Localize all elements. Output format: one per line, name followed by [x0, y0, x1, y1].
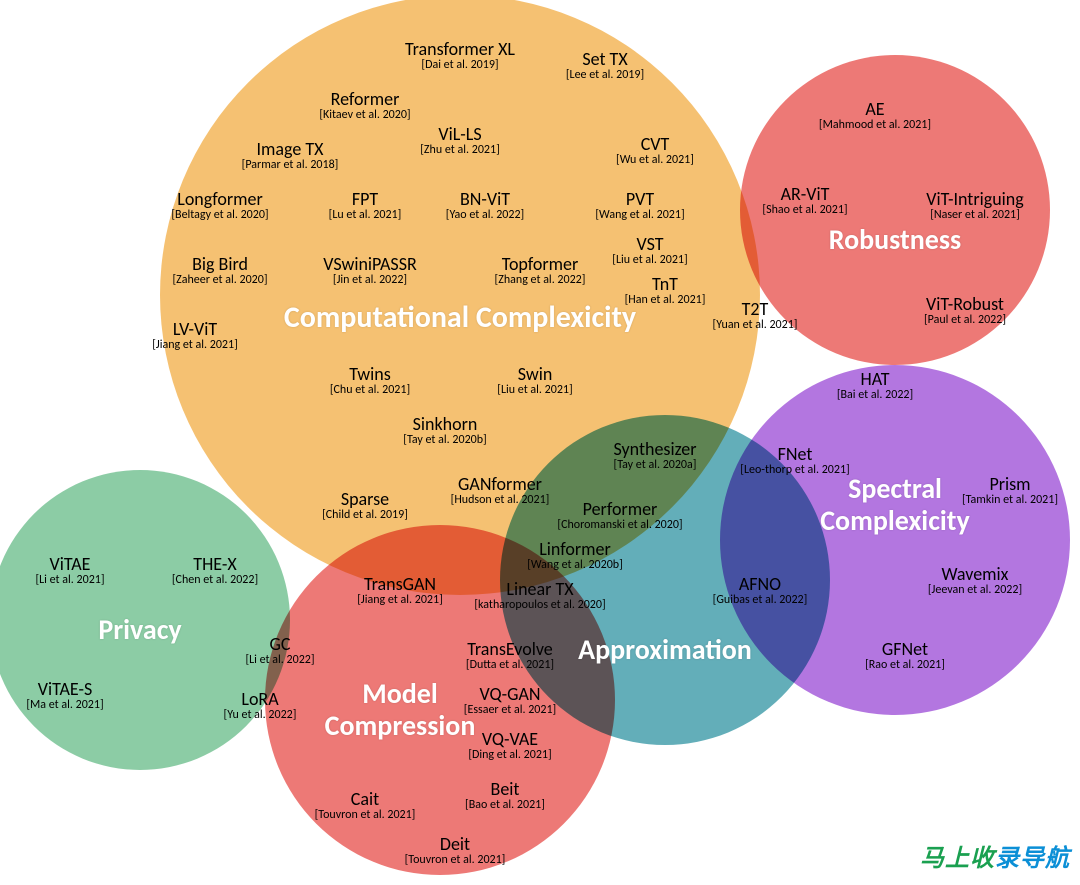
paper-citation: [Yu et al. 2022]	[150, 709, 370, 722]
paper-name: Wavemix	[865, 565, 1080, 584]
paper-item: AFNO[Guibas et al. 2022]	[650, 575, 870, 606]
paper-citation: [Leo-thorp et al. 2021]	[685, 464, 905, 477]
paper-name: GFNet	[795, 640, 1015, 659]
paper-citation: [Jeevan et al. 2022]	[865, 584, 1080, 597]
paper-item: CVT[Wu et al. 2021]	[545, 135, 765, 166]
paper-citation: [Jiang et al. 2021]	[85, 339, 305, 352]
paper-name: CVT	[545, 135, 765, 154]
paper-citation: [Dutta et al. 2021]	[400, 659, 620, 672]
paper-item: ViTAE-S[Ma et al. 2021]	[0, 680, 175, 711]
paper-item: Linformer[Wang et al. 2020b]	[465, 540, 685, 571]
paper-citation: [Tamkin et al. 2021]	[900, 494, 1080, 507]
paper-name: LV-ViT	[85, 320, 305, 339]
paper-name: Image TX	[180, 140, 400, 159]
paper-name: AE	[765, 100, 985, 119]
paper-citation: [Child et al. 2019]	[255, 509, 475, 522]
paper-name: ViT-Intriguing	[865, 190, 1080, 209]
paper-item: ViT-Intriguing[Naser et al. 2021]	[865, 190, 1080, 221]
paper-citation: [Guibas et al. 2022]	[650, 594, 870, 607]
paper-citation: [Ding et al. 2021]	[400, 749, 620, 762]
paper-item: Sinkhorn[Tay et al. 2020b]	[335, 415, 555, 446]
paper-name: Swin	[425, 365, 645, 384]
paper-item: FNet[Leo-thorp et al. 2021]	[685, 445, 905, 476]
paper-name: VQ-VAE	[400, 730, 620, 749]
paper-citation: [Wang et al. 2020b]	[465, 559, 685, 572]
paper-item: Set TX[Lee et al. 2019]	[495, 50, 715, 81]
paper-name: Reformer	[255, 90, 475, 109]
paper-name: Set TX	[495, 50, 715, 69]
paper-citation: [Li et al. 2022]	[170, 654, 390, 667]
paper-name: VST	[540, 235, 760, 254]
paper-item: ViT-Robust[Paul et al. 2022]	[855, 295, 1075, 326]
paper-name: TnT	[555, 275, 775, 294]
paper-item: GC[Li et al. 2022]	[170, 635, 390, 666]
paper-citation: [Parmar et al. 2018]	[180, 159, 400, 172]
paper-item: AE[Mahmood et al. 2021]	[765, 100, 985, 131]
paper-citation: [Tay et al. 2020b]	[335, 434, 555, 447]
paper-name: FNet	[685, 445, 905, 464]
paper-item: Beit[Bao et al. 2021]	[395, 780, 615, 811]
paper-name: T2T	[645, 300, 865, 319]
paper-item: Performer[Choromanski et al. 2020]	[510, 500, 730, 531]
venn-diagram: Computational ComplexicityRobustnessSpec…	[0, 0, 1080, 885]
paper-item: Reformer[Kitaev et al. 2020]	[255, 90, 475, 121]
paper-name: Beit	[395, 780, 615, 799]
paper-citation: [Naser et al. 2021]	[865, 209, 1080, 222]
paper-item: Prism[Tamkin et al. 2021]	[900, 475, 1080, 506]
paper-item: Swin[Liu et al. 2021]	[425, 365, 645, 396]
paper-item: VQ-VAE[Ding et al. 2021]	[400, 730, 620, 761]
paper-name: LoRA	[150, 690, 370, 709]
watermark-part-b: 录导航	[995, 844, 1070, 873]
paper-citation: [Rao et al. 2021]	[795, 659, 1015, 672]
paper-item: TransEvolve[Dutta et al. 2021]	[400, 640, 620, 671]
paper-citation: [Essaer et al. 2021]	[400, 704, 620, 717]
paper-citation: [Kitaev et al. 2020]	[255, 109, 475, 122]
paper-citation: [Yuan et al. 2021]	[645, 319, 865, 332]
paper-item: Linear TX[katharopoulos et al. 2020]	[430, 580, 650, 611]
paper-item: VQ-GAN[Essaer et al. 2021]	[400, 685, 620, 716]
paper-name: Topformer	[430, 255, 650, 274]
paper-citation: [Bai et al. 2022]	[765, 389, 985, 402]
paper-citation: [Lee et al. 2019]	[495, 69, 715, 82]
paper-item: LV-ViT[Jiang et al. 2021]	[85, 320, 305, 351]
paper-name: Deit	[345, 835, 565, 854]
paper-name: ViT-Robust	[855, 295, 1075, 314]
paper-citation: [Wu et al. 2021]	[545, 154, 765, 167]
paper-citation: [Touvron et al. 2021]	[345, 854, 565, 867]
paper-item: Wavemix[Jeevan et al. 2022]	[865, 565, 1080, 596]
watermark-text: 马上收录导航	[920, 838, 1070, 873]
paper-item: GFNet[Rao et al. 2021]	[795, 640, 1015, 671]
watermark-part-a: 马上收	[920, 844, 995, 873]
paper-name: TransEvolve	[400, 640, 620, 659]
paper-citation: [Mahmood et al. 2021]	[765, 119, 985, 132]
paper-name: Prism	[900, 475, 1080, 494]
paper-name: Linformer	[465, 540, 685, 559]
paper-name: Sinkhorn	[335, 415, 555, 434]
paper-item: Deit[Touvron et al. 2021]	[345, 835, 565, 866]
paper-citation: [Liu et al. 2021]	[425, 384, 645, 397]
paper-citation: [katharopoulos et al. 2020]	[430, 599, 650, 612]
paper-name: AFNO	[650, 575, 870, 594]
paper-citation: [Bao et al. 2021]	[395, 799, 615, 812]
paper-name: VQ-GAN	[400, 685, 620, 704]
paper-name: ViTAE-S	[0, 680, 175, 699]
paper-citation: [Ma et al. 2021]	[0, 699, 175, 712]
paper-item: LoRA[Yu et al. 2022]	[150, 690, 370, 721]
paper-citation: [Paul et al. 2022]	[855, 314, 1075, 327]
paper-name: Performer	[510, 500, 730, 519]
paper-item: Image TX[Parmar et al. 2018]	[180, 140, 400, 171]
paper-item: T2T[Yuan et al. 2021]	[645, 300, 865, 331]
paper-name: GANformer	[390, 475, 610, 494]
category-title-robust: Robustness	[765, 224, 1025, 256]
paper-name: THE-X	[105, 555, 325, 574]
paper-citation: [Choromanski et al. 2020]	[510, 519, 730, 532]
paper-name: Linear TX	[430, 580, 650, 599]
paper-item: HAT[Bai et al. 2022]	[765, 370, 985, 401]
paper-name: GC	[170, 635, 390, 654]
paper-name: HAT	[765, 370, 985, 389]
